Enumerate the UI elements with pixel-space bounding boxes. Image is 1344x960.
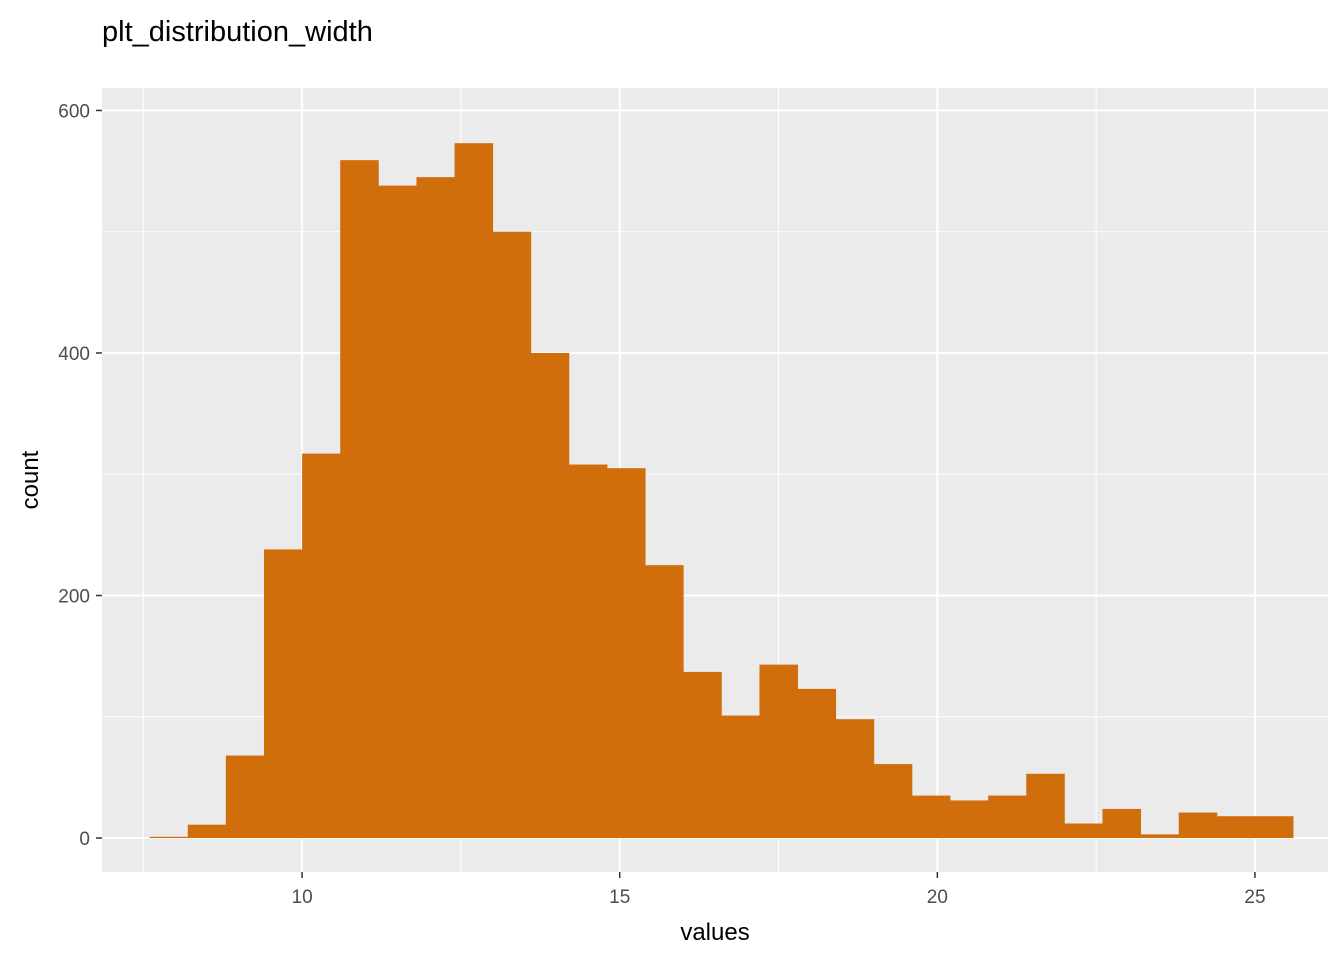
histogram-bar xyxy=(530,352,570,839)
x-tick-label: 20 xyxy=(927,887,948,908)
histogram-bar xyxy=(950,800,989,839)
histogram-bar xyxy=(1178,812,1218,839)
histogram-bar xyxy=(568,464,608,839)
y-axis-title: count xyxy=(17,450,44,509)
histogram-bar xyxy=(378,185,417,839)
histogram-bar xyxy=(1102,808,1142,839)
x-axis-ticks: 10 15 20 25 xyxy=(292,872,1266,908)
histogram-bar xyxy=(1140,834,1180,839)
x-tick-label: 15 xyxy=(609,887,630,908)
x-tick-label: 10 xyxy=(292,887,313,908)
y-tick-label: 600 xyxy=(58,101,90,122)
histogram-bar xyxy=(607,468,646,839)
histogram-bar xyxy=(302,453,341,839)
histogram-bar xyxy=(1216,816,1256,839)
histogram-bar xyxy=(721,715,760,839)
histogram-bar xyxy=(835,719,875,839)
histogram-bar xyxy=(1064,823,1103,839)
histogram-bar xyxy=(340,160,379,839)
chart-title: plt_distribution_width xyxy=(102,16,373,48)
y-tick-label: 0 xyxy=(79,829,90,850)
histogram-bars xyxy=(149,143,1294,839)
y-axis-ticks: 0 200 400 600 xyxy=(58,101,102,850)
histogram-bar xyxy=(645,565,684,839)
histogram-bar xyxy=(797,688,837,839)
histogram-bar xyxy=(454,143,494,839)
histogram-bar xyxy=(683,671,722,839)
histogram-bar xyxy=(263,549,303,839)
histogram-bar xyxy=(492,231,532,839)
histogram-bar xyxy=(988,795,1027,839)
x-axis-title: values xyxy=(680,919,749,946)
histogram-bar xyxy=(187,824,227,839)
histogram-bar xyxy=(873,764,913,839)
y-tick-label: 400 xyxy=(58,344,90,365)
histogram-bar xyxy=(911,795,951,839)
y-tick-label: 200 xyxy=(58,587,90,608)
histogram-bar xyxy=(759,664,798,839)
histogram-bar xyxy=(225,755,265,839)
histogram-bar xyxy=(1254,816,1294,839)
x-tick-label: 25 xyxy=(1244,887,1265,908)
histogram-bar xyxy=(1026,773,1065,839)
histogram-bar xyxy=(416,177,455,839)
histogram-bar xyxy=(149,836,189,839)
